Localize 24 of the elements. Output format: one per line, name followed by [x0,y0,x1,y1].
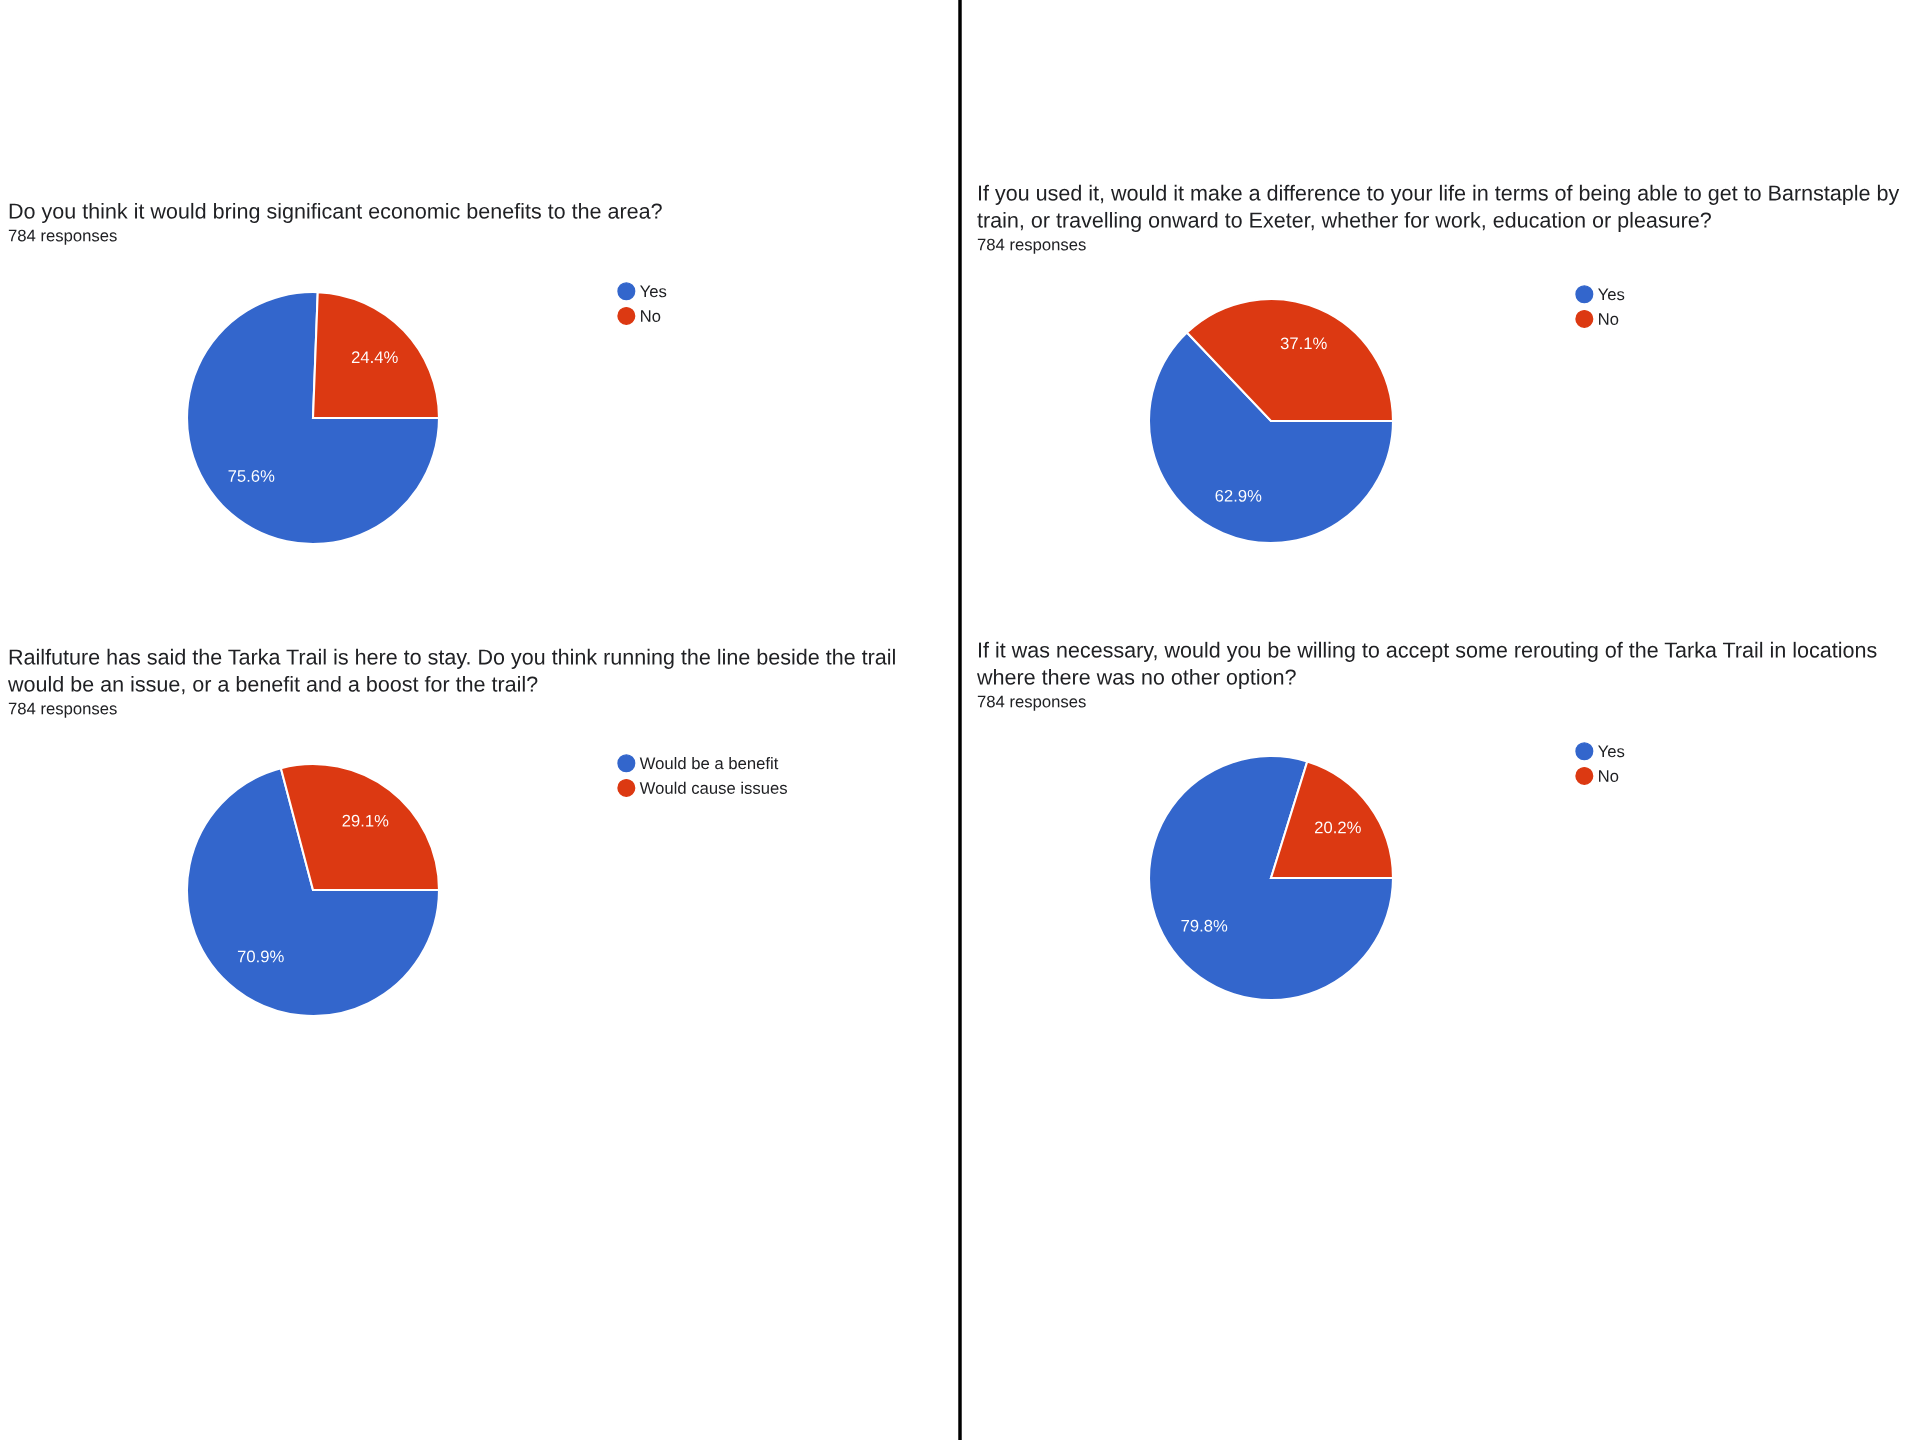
legend-label: No [1599,770,1619,782]
chart-title: Do you think it would bring significant economic benefits to the area? [9,202,662,223]
data-label: 20.2% [1315,821,1361,834]
legend-label: Yes [1598,745,1625,758]
legend-label: Yes [1598,288,1625,301]
legend-label: No [641,310,661,322]
data-label: 24.4% [351,351,398,363]
chart-subtitle: 784 responses [8,702,117,718]
chart-subtitle: 784 responses [8,229,117,245]
legend-label: No [1599,313,1619,325]
data-label: 70.9% [237,950,284,963]
legend-label: Would cause issues [639,781,787,794]
chart-title: If you used it, would it make a difference to your life in terms of being able to get to Barnstaple by train, or travelling onward to Exeter, whether for work, education or pleasure? [977,184,1900,232]
chart-subtitle: 784 responses [977,695,1086,711]
chart-title: Railfuture has said the Tarka Trail is here to stay. Do you think running the line beside the trail would be an issue, or a benefit and a boost for the trail? [7,648,895,695]
data-label: 79.8% [1181,919,1228,932]
legend-label: Yes [640,285,667,298]
data-label: 37.1% [1280,337,1327,350]
legend-label: Would be a benefit [639,757,779,770]
data-label: 62.9% [1215,489,1262,502]
chart-title: If it was necessary, would you be willing to accept some rerouting of the Tarka Trail in locations where there was no other option? [976,641,1877,689]
chart-subtitle: 784 responses [977,238,1086,254]
data-label: 29.1% [342,814,389,827]
data-label: 75.6% [228,470,275,482]
